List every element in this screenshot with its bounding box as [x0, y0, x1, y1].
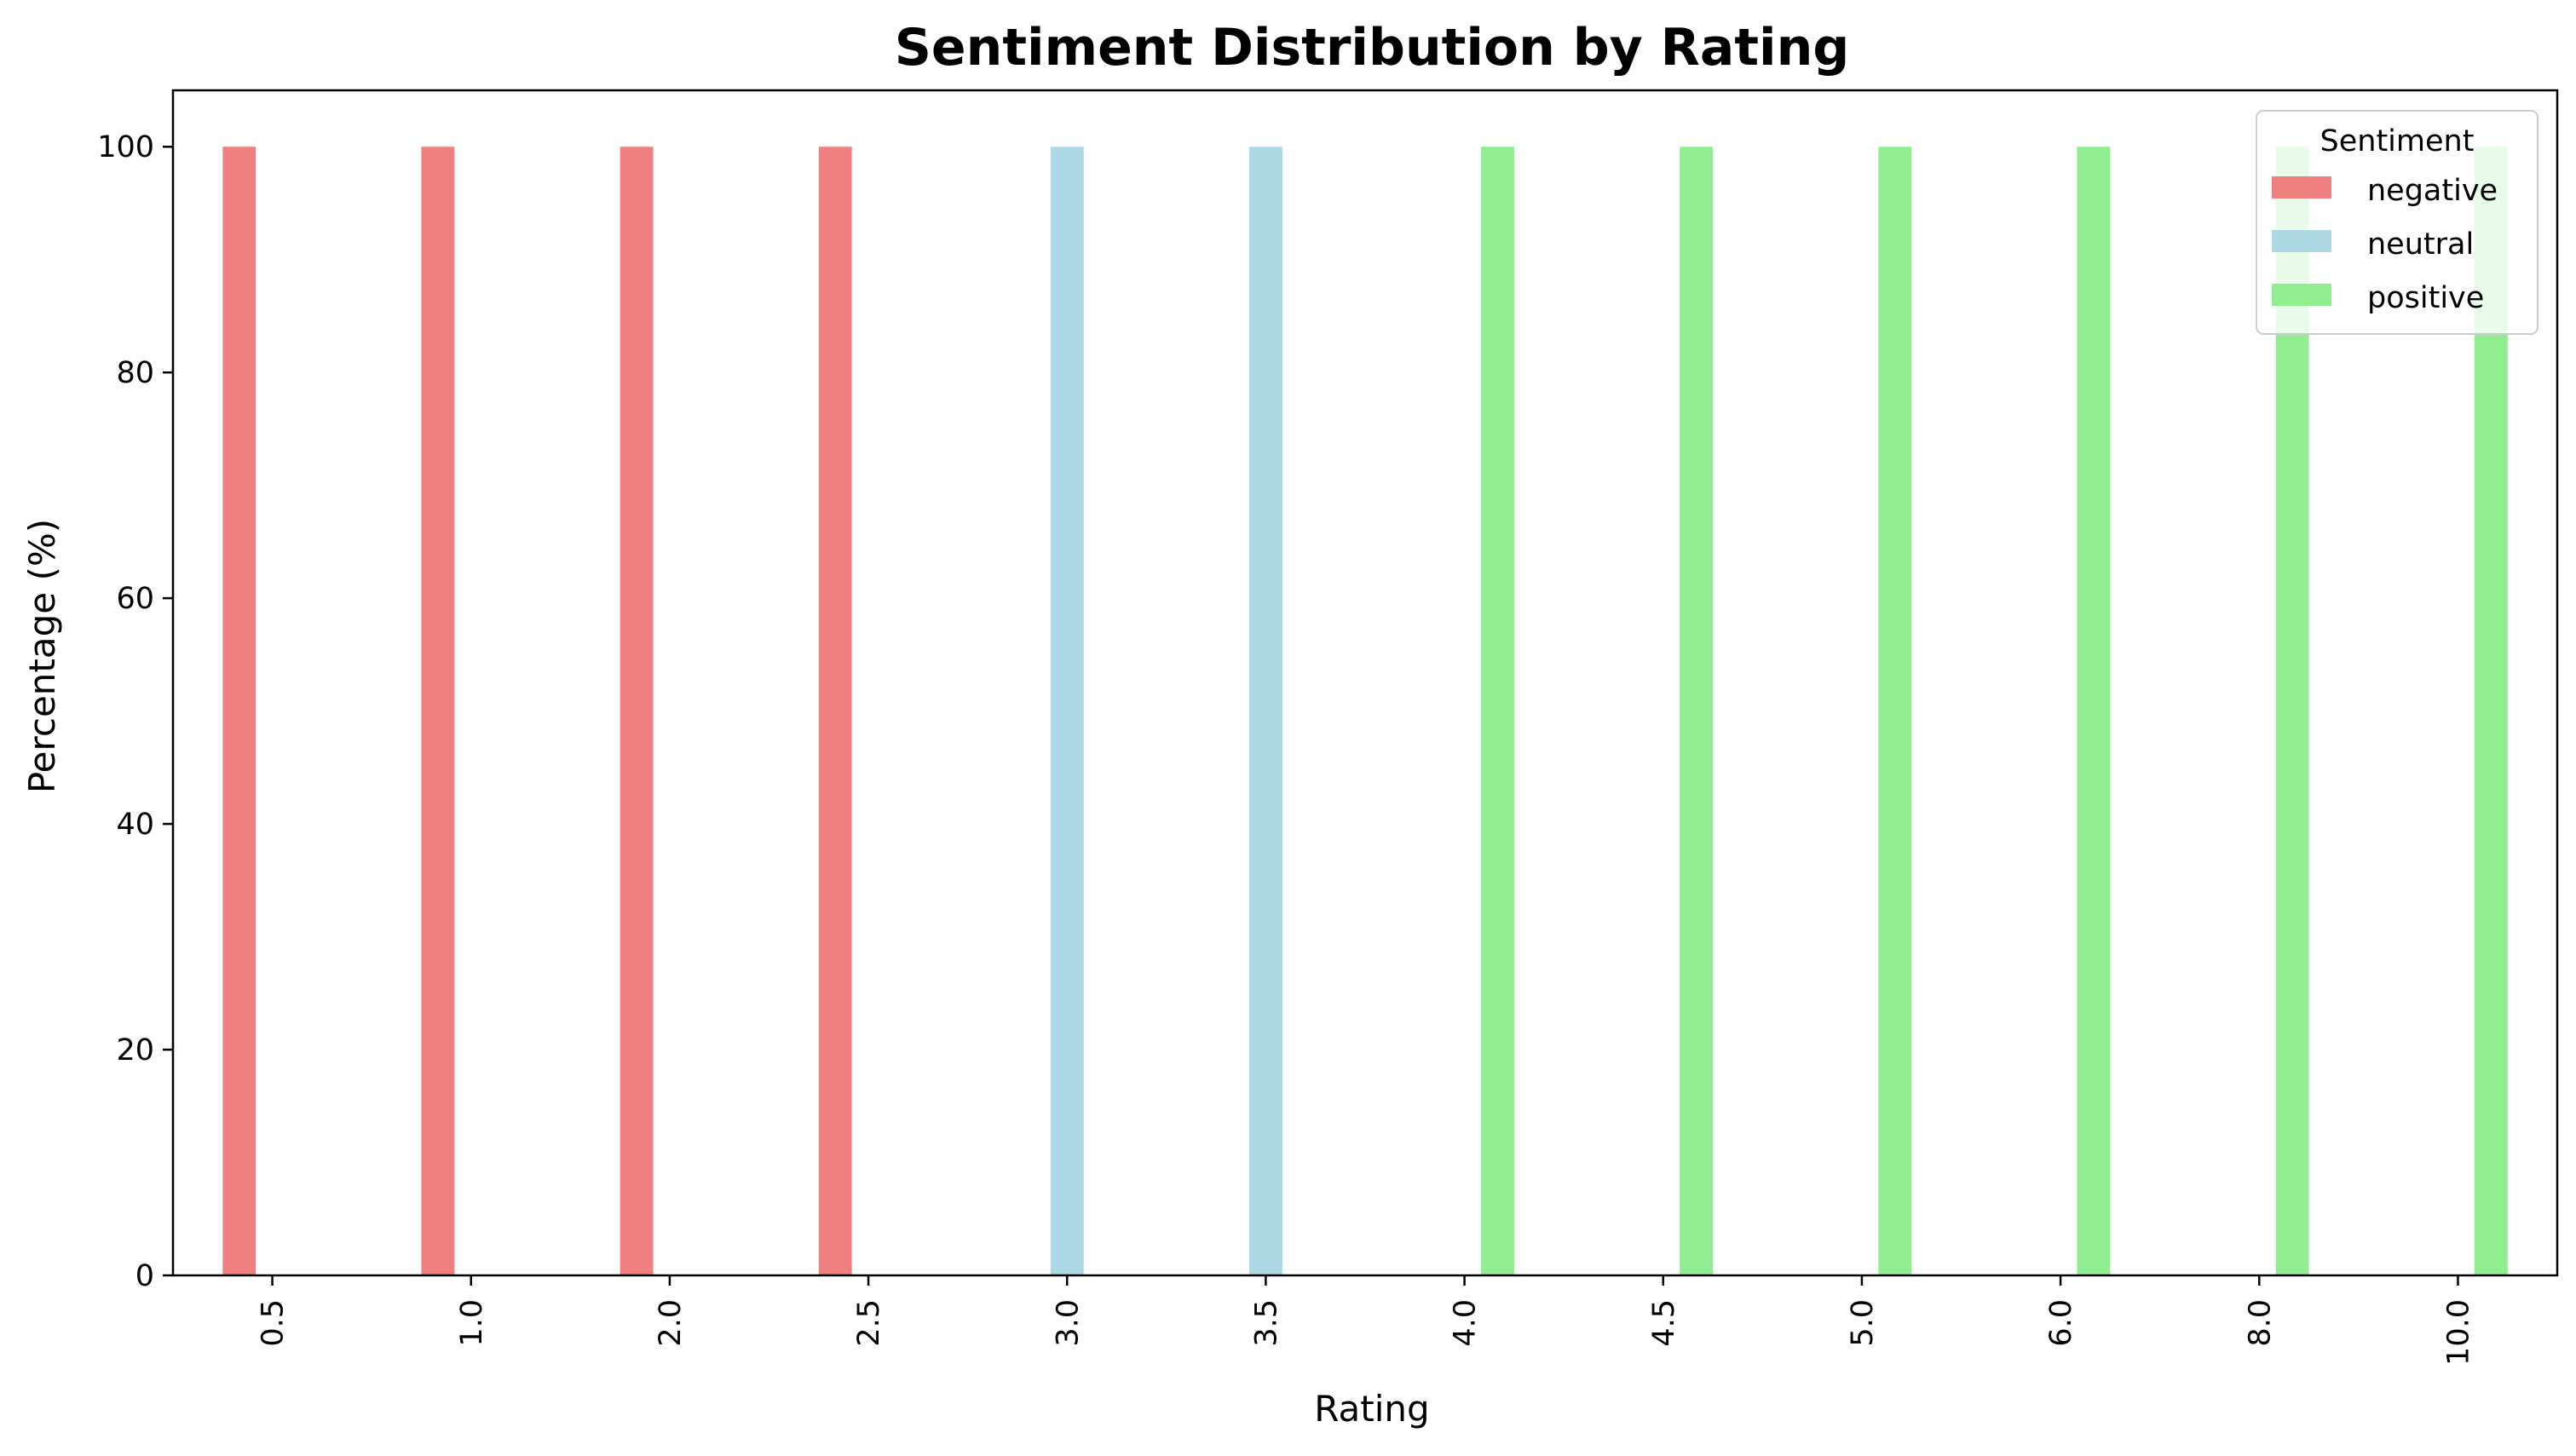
x-axis-label: Rating	[1314, 1388, 1429, 1430]
legend-label-neutral: neutral	[2367, 227, 2474, 262]
legend-items: negative neutral positive	[2272, 174, 2498, 315]
x-axis: 0.5 1.0 2.0 2.5 3.0 3.5 4.0 4.5 5.0 6.0 8.0 10.0	[256, 1275, 2475, 1366]
x-tick-label: 8.0	[2243, 1299, 2277, 1347]
plot-frame	[171, 89, 2559, 1277]
y-tick-label: 80	[116, 356, 154, 390]
bar-positive-4.5	[1680, 147, 1714, 1276]
bar-positive-8.0	[2275, 147, 2309, 1276]
bar-positive-5.0	[1878, 147, 1912, 1276]
y-axis-label: Percentage (%)	[21, 519, 63, 793]
chart-title: Sentiment Distribution by Rating	[895, 18, 1850, 78]
bar-positive-10.0	[2474, 147, 2508, 1276]
bar-negative-1.0	[421, 147, 455, 1276]
legend: Sentiment negative neutral positive	[2256, 110, 2539, 335]
legend-swatch-neutral	[2272, 230, 2331, 252]
bar-neutral-3.5	[1248, 147, 1282, 1276]
legend-label-positive: positive	[2367, 281, 2484, 315]
bars-group	[222, 147, 2508, 1276]
y-tick-label: 20	[116, 1033, 154, 1068]
y-tick-label: 100	[97, 130, 154, 164]
bar-negative-2.0	[620, 147, 654, 1276]
legend-swatch-positive	[2272, 284, 2331, 306]
x-tick-label: 5.0	[1846, 1299, 1880, 1347]
y-tick-label: 40	[116, 808, 154, 842]
legend-box	[2256, 110, 2539, 335]
bar-positive-4.0	[1481, 147, 1514, 1276]
y-tick-label: 0	[135, 1259, 154, 1293]
x-tick-label: 0.5	[256, 1299, 291, 1347]
x-tick-label: 3.5	[1249, 1299, 1283, 1347]
y-axis: 0 20 40 60 80 100	[97, 130, 173, 1293]
x-tick-label: 6.0	[2044, 1299, 2078, 1347]
bar-negative-0.5	[222, 147, 256, 1276]
bar-negative-2.5	[818, 147, 852, 1276]
x-tick-label: 3.0	[1051, 1299, 1085, 1347]
x-tick-label: 4.0	[1449, 1299, 1483, 1347]
legend-label-negative: negative	[2367, 174, 2498, 208]
legend-title: Sentiment	[2320, 124, 2475, 158]
x-tick-label: 4.5	[1647, 1299, 1681, 1347]
y-tick-label: 60	[116, 582, 154, 616]
x-tick-label: 10.0	[2441, 1299, 2475, 1366]
bar-neutral-3.0	[1050, 147, 1084, 1276]
x-tick-label: 1.0	[455, 1299, 489, 1347]
x-tick-label: 2.5	[852, 1299, 886, 1347]
legend-swatch-negative	[2272, 176, 2331, 199]
bar-positive-6.0	[2077, 147, 2111, 1276]
x-tick-label: 2.0	[654, 1299, 688, 1347]
